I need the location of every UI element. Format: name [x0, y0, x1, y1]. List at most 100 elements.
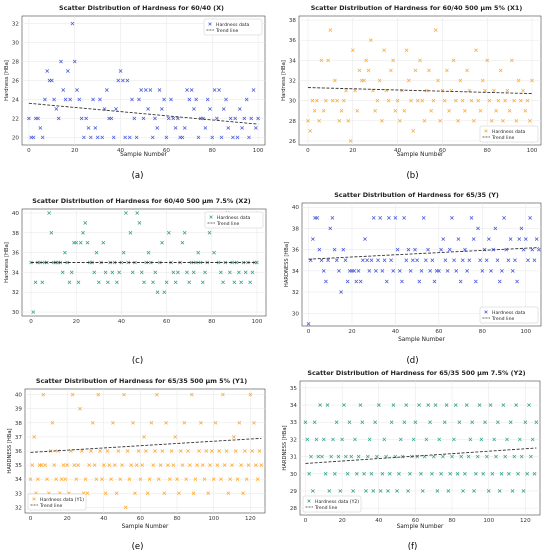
data-point [59, 59, 63, 64]
data-point [431, 98, 436, 103]
data-point [193, 477, 198, 482]
data-point [177, 491, 181, 496]
data-point [131, 420, 135, 425]
data-point [510, 58, 514, 63]
y-tick-label: 30 [12, 41, 20, 47]
panel-caption: (e) [132, 542, 144, 552]
data-point [128, 230, 133, 235]
legend-label-trend: Trend line [39, 503, 62, 509]
x-tick-label: 20 [339, 518, 347, 524]
data-point [127, 135, 132, 140]
data-point [350, 48, 355, 53]
data-point [248, 280, 253, 285]
data-point [79, 116, 84, 121]
data-point [493, 226, 498, 231]
data-point [257, 449, 262, 453]
x-tick-label: 60 [412, 518, 420, 524]
data-point [502, 215, 506, 220]
data-point [369, 471, 374, 476]
data-point [326, 258, 330, 263]
data-point [321, 108, 326, 113]
y-tick-label: 32 [292, 290, 299, 296]
data-point [52, 463, 57, 467]
data-point [50, 420, 55, 425]
data-point [418, 58, 422, 63]
data-point [141, 116, 146, 121]
data-point [182, 126, 187, 130]
chart-title: Scatter Distribution of Hardness for 65/… [334, 191, 499, 199]
data-point [375, 454, 379, 459]
legend: Hardness data (Y1)Trend line [27, 493, 87, 511]
data-point [508, 237, 513, 241]
data-point [426, 403, 431, 407]
data-point [356, 269, 361, 273]
data-point [244, 97, 249, 102]
y-tick-label: 28 [12, 60, 20, 66]
data-point [314, 437, 319, 442]
data-point [96, 280, 101, 285]
data-point [228, 116, 233, 121]
data-point [406, 78, 411, 83]
data-point [371, 489, 376, 493]
data-point [510, 269, 515, 273]
data-point [457, 420, 462, 425]
data-point [465, 68, 469, 73]
data-point [66, 69, 70, 73]
data-point [153, 270, 158, 275]
data-point [180, 240, 185, 245]
x-tick-label: 0 [29, 516, 33, 522]
data-point [320, 454, 324, 459]
legend-box [203, 18, 263, 36]
data-point [162, 290, 167, 295]
data-point [452, 437, 456, 442]
y-tick-label: 30 [12, 310, 20, 316]
data-point [237, 270, 241, 275]
data-point [319, 258, 324, 263]
data-point [32, 435, 37, 439]
data-point [413, 247, 417, 252]
data-point [331, 437, 335, 442]
data-point [484, 258, 489, 263]
data-point [176, 116, 180, 121]
y-axis-label: Hardness [HBa] [281, 60, 287, 101]
data-point [344, 88, 348, 93]
data-point [127, 477, 132, 482]
y-tick-label: 38 [15, 421, 23, 427]
data-point [475, 454, 480, 459]
x-tick-label: 40 [100, 516, 108, 522]
data-point [532, 471, 537, 476]
data-point [420, 98, 425, 103]
data-point [221, 280, 225, 285]
data-point [250, 449, 255, 453]
data-point [335, 98, 339, 103]
data-point [340, 437, 344, 442]
data-point [348, 139, 353, 143]
data-point [346, 118, 351, 123]
data-point [445, 68, 449, 73]
data-point [459, 454, 464, 459]
data-point [492, 88, 496, 93]
data-point [114, 107, 118, 111]
data-point [391, 58, 395, 63]
data-point [504, 247, 509, 252]
data-point [516, 471, 520, 476]
plot-area [301, 202, 542, 327]
data-point [506, 258, 511, 263]
data-point [45, 69, 50, 73]
y-tick-label: 38 [12, 231, 20, 237]
data-point [224, 449, 229, 453]
data-point [485, 58, 490, 63]
data-point [460, 98, 465, 103]
data-point [326, 58, 330, 63]
data-point [433, 403, 438, 407]
data-point [393, 108, 398, 113]
y-tick-label: 36 [15, 449, 23, 455]
data-point [49, 78, 54, 83]
data-point [499, 471, 504, 476]
data-point [149, 420, 154, 425]
y-tick-label: 26 [289, 139, 297, 145]
x-tick-label: 40 [118, 319, 126, 325]
data-point [101, 240, 106, 245]
data-point [75, 88, 79, 92]
data-point [306, 118, 310, 123]
